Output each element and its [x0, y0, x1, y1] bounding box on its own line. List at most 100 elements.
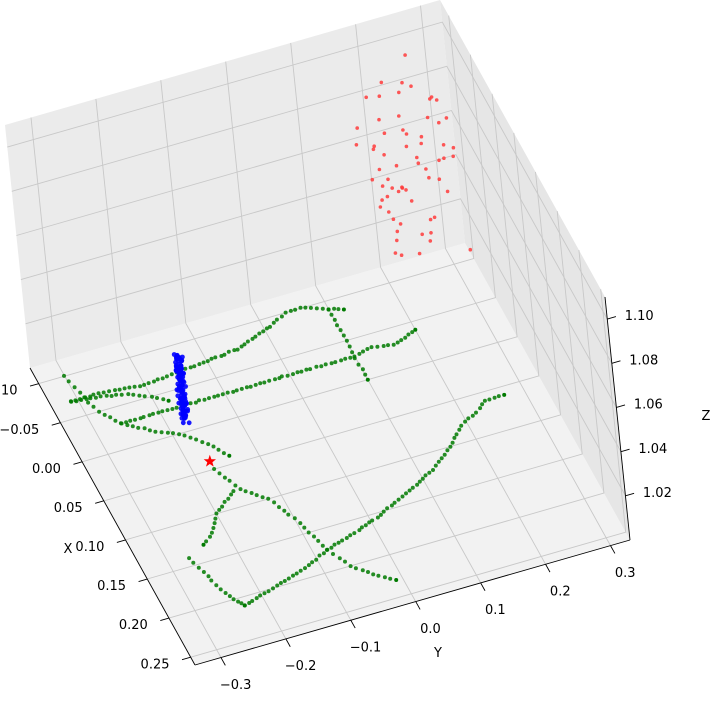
y-tick	[285, 638, 291, 647]
x-axis-label: X	[64, 542, 73, 557]
data-point	[312, 534, 316, 539]
data-point	[333, 360, 338, 365]
data-point	[278, 581, 283, 585]
data-point	[370, 518, 375, 523]
data-point	[310, 560, 315, 565]
data-point	[227, 594, 232, 599]
data-point	[314, 557, 319, 562]
data-point	[399, 253, 404, 257]
grid-line-z	[7, 21, 608, 320]
data-point	[214, 583, 219, 588]
data-point	[361, 349, 365, 354]
data-point	[201, 542, 206, 547]
data-point	[211, 526, 216, 530]
data-point	[213, 355, 218, 360]
data-point	[452, 435, 457, 440]
data-point	[419, 134, 424, 139]
data-point	[366, 570, 370, 574]
data-point	[217, 471, 222, 476]
x-tick-label: 0.25	[141, 657, 170, 672]
grid-line-x	[60, 54, 496, 424]
back-pane	[5, 0, 465, 368]
data-point	[448, 444, 453, 449]
data-point	[339, 358, 344, 363]
data-point	[221, 451, 226, 456]
data-point	[182, 403, 188, 408]
data-point	[78, 397, 82, 402]
data-point	[445, 448, 450, 453]
data-point	[207, 396, 211, 401]
data-point	[415, 482, 420, 487]
data-point	[365, 347, 370, 351]
data-point	[180, 420, 186, 426]
data-point	[378, 205, 383, 209]
data-point	[302, 525, 307, 530]
data-point	[377, 94, 382, 98]
data-point	[223, 591, 228, 595]
data-point	[413, 327, 418, 332]
data-point	[109, 394, 114, 398]
data-point	[217, 507, 222, 512]
data-point	[136, 425, 141, 430]
data-point	[138, 416, 143, 421]
z-tick	[607, 316, 617, 320]
data-point	[385, 506, 390, 511]
data-point	[382, 131, 387, 135]
data-point	[96, 391, 101, 396]
data-point	[108, 415, 113, 420]
data-point	[178, 363, 184, 368]
data-point	[183, 398, 189, 404]
data-point	[196, 565, 201, 570]
grid-line-y	[225, 61, 417, 602]
data-point	[200, 440, 205, 445]
data-point	[126, 392, 131, 397]
x-tick-label: −0.10	[0, 384, 18, 399]
data-point	[348, 564, 353, 569]
data-point	[336, 540, 341, 545]
data-point	[404, 491, 408, 496]
data-point	[417, 479, 422, 484]
data-point	[360, 568, 365, 573]
data-point	[407, 488, 412, 493]
data-point	[98, 394, 103, 399]
data-point	[182, 433, 187, 438]
data-point	[429, 231, 433, 235]
grid-line-x	[147, 210, 583, 580]
data-point	[205, 359, 210, 364]
data-point	[404, 144, 409, 149]
grid-line-y	[355, 24, 546, 565]
data-point	[492, 395, 497, 400]
data-point	[389, 503, 394, 508]
floor-pane	[30, 243, 630, 665]
data-point	[83, 395, 88, 400]
data-point	[344, 338, 349, 343]
grid-line-y	[95, 98, 287, 640]
data-point	[274, 317, 279, 322]
data-point	[480, 402, 485, 407]
data-point	[231, 597, 236, 602]
data-point	[487, 397, 492, 402]
data-point	[238, 487, 243, 492]
data-point	[220, 392, 225, 397]
data-point	[424, 167, 428, 171]
data-point	[365, 377, 370, 382]
data-point	[159, 430, 164, 435]
y-tick-label: 0.3	[615, 566, 636, 581]
x-tick-label: 0.15	[97, 579, 126, 594]
data-point	[431, 468, 435, 472]
data-point	[250, 336, 255, 341]
data-point	[340, 538, 345, 543]
data-point	[317, 553, 322, 558]
data-point	[130, 424, 135, 429]
data-point	[306, 530, 311, 535]
z-tick	[625, 492, 635, 497]
data-point	[457, 427, 462, 432]
data-point	[425, 115, 430, 120]
data-point	[177, 366, 182, 372]
data-point	[160, 409, 165, 414]
data-point	[439, 456, 444, 461]
data-point	[314, 364, 319, 369]
data-point	[397, 114, 401, 118]
data-point	[243, 489, 248, 494]
data-point	[229, 492, 234, 497]
